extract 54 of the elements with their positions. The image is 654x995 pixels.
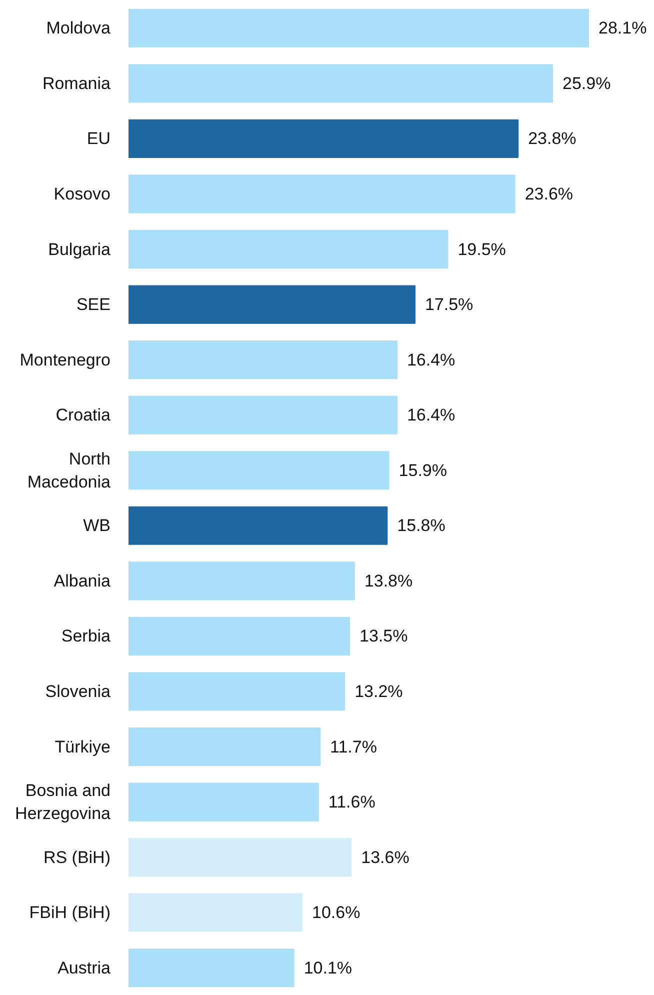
y-tick-label: Albania xyxy=(54,571,112,590)
y-tick-label: RS (BiH) xyxy=(43,848,111,867)
bar xyxy=(128,562,355,600)
data-label: 11.6% xyxy=(328,792,376,812)
bar xyxy=(128,285,416,324)
bar xyxy=(128,616,350,656)
data-label: 23.6% xyxy=(524,184,574,204)
y-tick-label: Moldova xyxy=(46,18,112,38)
data-label: 19.5% xyxy=(458,240,506,259)
y-tick-label: Austria xyxy=(58,958,112,978)
y-tick-label: Serbia xyxy=(61,626,112,646)
bar xyxy=(128,948,294,988)
y-tick-label: Türkiye xyxy=(54,737,111,756)
bar xyxy=(128,64,553,103)
bar xyxy=(128,893,303,932)
bar xyxy=(128,782,319,822)
bar xyxy=(128,230,448,269)
y-tick-label: SEE xyxy=(76,295,111,314)
y-tick-label: Montenegro xyxy=(20,350,111,370)
data-label: 16.4% xyxy=(406,406,456,425)
bar xyxy=(128,119,519,158)
y-tick-label: North Macedonia xyxy=(27,449,112,492)
bar xyxy=(128,8,589,48)
data-label: 10.1% xyxy=(304,958,352,978)
y-tick-label: Croatia xyxy=(56,406,112,425)
y-tick-label: Bosnia and Herzegovina xyxy=(15,781,112,823)
bar xyxy=(128,672,346,711)
bar xyxy=(128,451,390,490)
data-label: 15.8% xyxy=(397,516,446,536)
data-label: 28.1% xyxy=(598,18,647,38)
bar xyxy=(128,506,388,545)
bar xyxy=(128,727,321,766)
bar xyxy=(128,396,398,434)
bar xyxy=(128,340,398,380)
data-label: 16.4% xyxy=(406,350,456,370)
data-label: 13.8% xyxy=(364,571,413,590)
data-label: 25.9% xyxy=(562,74,611,93)
data-label: 13.2% xyxy=(354,682,403,701)
data-label: 17.5% xyxy=(424,295,474,314)
y-tick-label: Romania xyxy=(42,74,112,93)
y-tick-label: EU xyxy=(86,129,111,148)
y-tick-label: Slovenia xyxy=(45,682,112,701)
y-tick-label: FBiH (BiH) xyxy=(29,903,111,922)
data-label: 13.6% xyxy=(361,848,410,867)
bar xyxy=(128,838,352,877)
data-label: 23.8% xyxy=(528,129,576,148)
y-tick-label: WB xyxy=(83,516,111,536)
bar xyxy=(128,174,516,214)
data-label: 13.5% xyxy=(359,626,408,646)
y-tick-label: Bulgaria xyxy=(48,240,112,259)
data-label: 11.7% xyxy=(330,737,377,756)
data-label: 15.9% xyxy=(398,460,447,480)
data-label: 10.6% xyxy=(312,903,360,922)
y-tick-label: Kosovo xyxy=(54,184,110,204)
